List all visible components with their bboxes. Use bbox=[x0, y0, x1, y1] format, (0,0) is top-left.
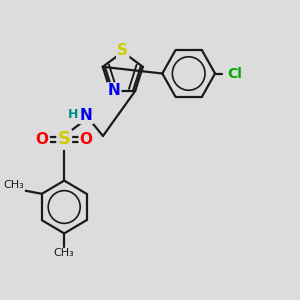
Text: S: S bbox=[117, 43, 128, 58]
Text: O: O bbox=[80, 132, 93, 147]
Text: CH₃: CH₃ bbox=[54, 248, 75, 258]
Text: Cl: Cl bbox=[228, 67, 242, 80]
Text: N: N bbox=[80, 108, 92, 123]
Text: H: H bbox=[68, 107, 78, 121]
Text: N: N bbox=[107, 83, 120, 98]
Text: O: O bbox=[36, 132, 49, 147]
Text: S: S bbox=[58, 130, 71, 148]
Text: CH₃: CH₃ bbox=[4, 180, 24, 190]
